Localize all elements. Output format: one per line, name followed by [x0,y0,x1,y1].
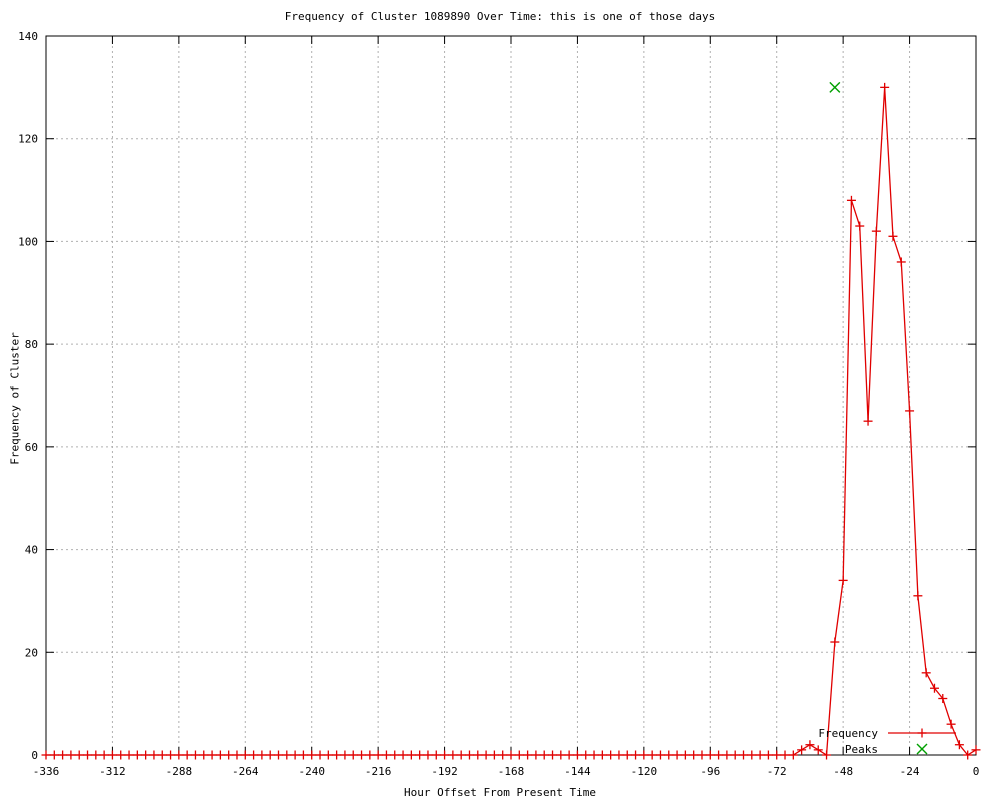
x-tick-label: 0 [973,765,980,778]
x-tick-label: -120 [631,765,658,778]
peak-marker [916,743,928,755]
y-tick-label: 80 [25,338,38,351]
series-peaks [829,81,841,93]
axis-tick-labels: -336 -312 -288 -264 -240 -216 -192 -168 -144 -120… [18,30,979,778]
x-tick-label: -336 [33,765,60,778]
legend-label-peaks[interactable]: Peaks [845,743,878,756]
y-tick-label: 20 [25,646,38,659]
x-tick-label: -216 [365,765,392,778]
x-tick-label: -72 [767,765,787,778]
chart-title: Frequency of Cluster 1089890 Over Time: … [284,10,716,23]
y-tick-label: 100 [18,235,38,248]
x-tick-label: -168 [498,765,525,778]
peak-marker [829,81,841,93]
x-tick-label: -264 [232,765,259,778]
grid-lines [46,36,976,755]
x-tick-label: -312 [99,765,126,778]
x-tick-label: -288 [166,765,193,778]
y-tick-label: 40 [25,544,38,557]
y-tick-label: 60 [25,441,38,454]
legend-label-frequency[interactable]: Frequency [818,727,878,740]
x-tick-label: -192 [431,765,458,778]
series-frequency [41,82,981,760]
x-tick-label: -48 [833,765,853,778]
data-series [41,81,981,760]
y-tick-label: 0 [31,749,38,762]
chart-legend[interactable]: Frequency Peaks [818,727,956,756]
x-axis-label: Hour Offset From Present Time [403,786,597,799]
x-tick-label: -240 [298,765,325,778]
y-tick-label: 140 [18,30,38,43]
x-tick-label: -24 [900,765,920,778]
x-tick-label: -96 [700,765,720,778]
y-tick-label: 120 [18,133,38,146]
x-tick-label: -144 [564,765,591,778]
